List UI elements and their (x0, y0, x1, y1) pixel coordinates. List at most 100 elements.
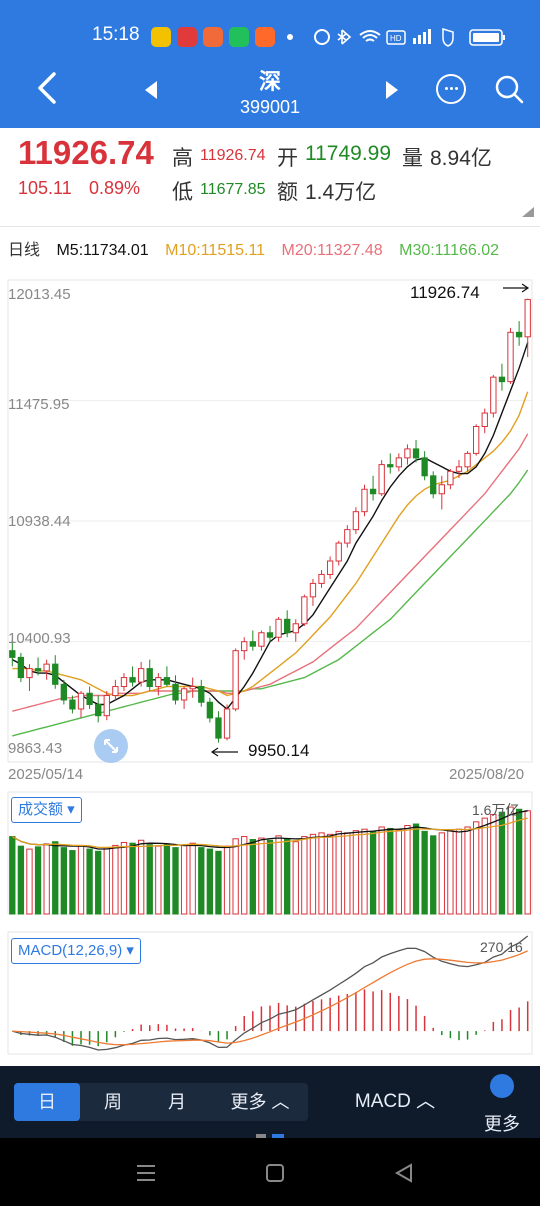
candle (275, 618, 282, 638)
tab-week[interactable]: 周 (104, 1092, 122, 1112)
y-tick-label: 10938.44 (8, 513, 71, 530)
candle (120, 677, 128, 688)
volume-bar (60, 847, 67, 915)
stock-code: 399001 (239, 97, 301, 117)
candle (318, 573, 325, 584)
volume-indicator-select[interactable]: 成交额 ▾ (11, 797, 82, 823)
x-start-date: 2025/05/14 (8, 766, 84, 783)
volume-bar (395, 829, 403, 915)
app-icon-5 (255, 27, 275, 47)
y-tick-label: 12013.45 (8, 286, 71, 303)
volume-bar (378, 826, 385, 915)
volume-bar (335, 830, 342, 915)
expand-chart-icon[interactable] (94, 729, 128, 763)
volume-bar (112, 844, 119, 915)
candle (352, 511, 360, 531)
volume-bar (258, 837, 265, 915)
volume-bar (498, 811, 506, 915)
volume-bar (34, 846, 42, 915)
search-icon[interactable] (494, 74, 524, 109)
candle (198, 686, 205, 703)
volume-bar (361, 828, 368, 915)
back-nav-icon[interactable] (393, 1162, 415, 1184)
candle (455, 466, 463, 472)
high-label: 高 (172, 147, 193, 170)
chevron-up-icon: ︿ (416, 1091, 436, 1112)
candle (344, 529, 351, 544)
tab-more[interactable]: 更多 ︿ (230, 1092, 290, 1112)
status-icons: HD (314, 27, 505, 47)
candle (447, 470, 454, 486)
volume-bar (481, 817, 488, 915)
volume-bar (490, 813, 497, 915)
volume-bar (95, 850, 102, 915)
ma30-label: M30:11166.02 (399, 242, 500, 259)
recent-apps-icon[interactable] (135, 1162, 157, 1184)
macd-indicator-select[interactable]: MACD(12,26,9) ▾ (11, 938, 141, 964)
candle (524, 298, 531, 338)
open-label: 开 (277, 147, 298, 170)
volume-bar (326, 833, 334, 915)
weibo-app-icon (151, 27, 171, 47)
shield-icon (442, 27, 454, 47)
chat-icon[interactable] (436, 74, 466, 104)
price-change: 105.11 (18, 178, 72, 198)
open-value: 11749.99 (305, 142, 392, 165)
volume-bar (26, 848, 33, 915)
candle (172, 683, 179, 701)
tab-day[interactable]: 日 (14, 1083, 80, 1121)
divider (0, 226, 540, 227)
ma10-label: M10:11515.11 (165, 242, 266, 259)
indicator-select[interactable]: MACD ︿ (354, 1091, 436, 1112)
volume-bar (464, 826, 471, 915)
volume-bar (86, 848, 93, 915)
volume-bar (69, 850, 76, 915)
volume-bar (344, 832, 351, 915)
min-arrow-icon (210, 747, 238, 757)
ma5-line (11, 342, 529, 710)
volume-bar (241, 836, 248, 915)
back-button[interactable] (34, 70, 58, 113)
candle (258, 632, 265, 647)
tab-month[interactable]: 月 (168, 1092, 186, 1112)
volume-bar (103, 847, 110, 915)
volume-bar (292, 841, 299, 915)
candle (146, 668, 153, 688)
volume-bar (284, 838, 291, 915)
candle (86, 692, 93, 705)
prev-stock-button[interactable] (143, 79, 159, 107)
kline-chart-area[interactable] (0, 266, 540, 1066)
next-stock-button[interactable] (384, 79, 400, 107)
candle (95, 703, 102, 717)
candle (189, 686, 196, 690)
candle (421, 457, 428, 477)
battery-icon (469, 29, 503, 46)
max-arrow-icon (503, 283, 530, 293)
max-price-marker: 11926.74 (410, 283, 480, 302)
volume-bar (172, 847, 179, 915)
x-end-date: 2025/08/20 (449, 766, 525, 783)
ma-legend: 日线 M5:11734.01 M10:11515.11 M20:11327.48… (8, 236, 511, 260)
volume-bar (421, 830, 428, 915)
more-menu-label[interactable]: 更多 (484, 1114, 520, 1134)
candle (249, 641, 256, 647)
candle (284, 618, 291, 634)
volume-bar (120, 841, 128, 915)
candle (438, 484, 445, 495)
top-header (0, 0, 540, 128)
volume-bar (206, 848, 214, 915)
more-menu-icon[interactable] (490, 1074, 514, 1098)
volume-bar (129, 842, 136, 915)
macd-dif-line (12, 935, 529, 1051)
volume-bar (17, 845, 25, 915)
volume-bar (369, 830, 377, 915)
candle (26, 668, 33, 679)
candle (387, 464, 394, 468)
page-indicator (256, 1134, 266, 1138)
expand-chevron-icon[interactable] (520, 205, 536, 224)
home-icon[interactable] (264, 1162, 286, 1184)
candle (464, 452, 471, 468)
wifi-icon (359, 30, 381, 42)
volume-bar (163, 843, 171, 915)
volume-bar (455, 828, 463, 915)
